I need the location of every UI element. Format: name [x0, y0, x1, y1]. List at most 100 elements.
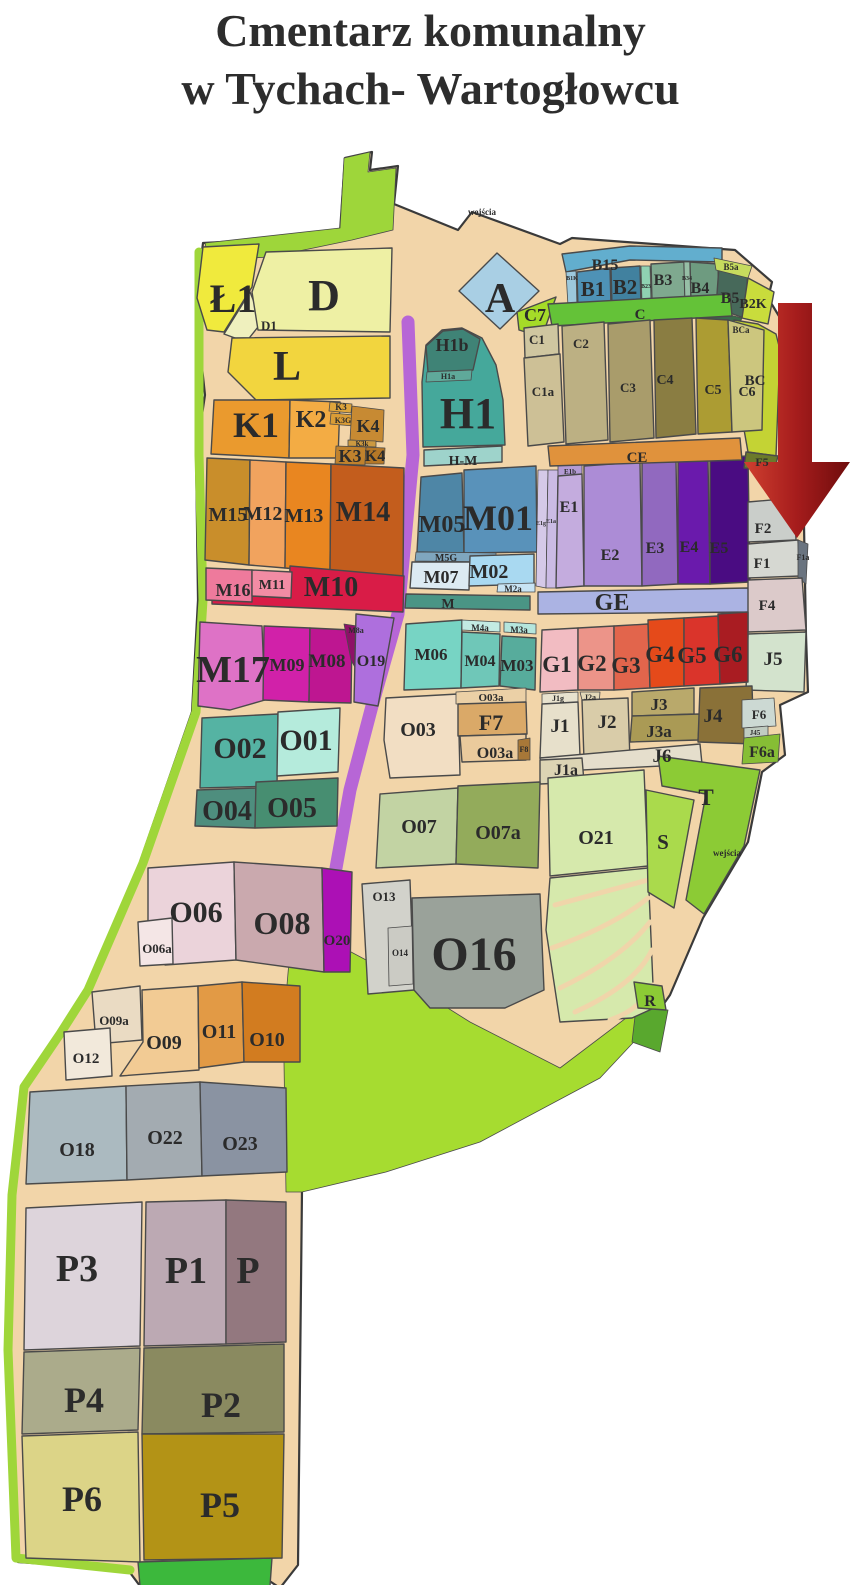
label-o02: O02 — [213, 732, 266, 765]
region-m04[interactable] — [460, 631, 501, 689]
label-o06: O06 — [169, 896, 222, 929]
label-m13: M13 — [285, 505, 324, 527]
region-s[interactable] — [645, 789, 695, 909]
region-l[interactable] — [227, 335, 391, 401]
region-k3-small[interactable] — [328, 401, 353, 414]
label-s: S — [657, 830, 669, 854]
label-o19: O19 — [357, 653, 385, 670]
region-k4-lower[interactable] — [364, 446, 386, 465]
region-o06a[interactable] — [137, 917, 174, 967]
region-l1[interactable] — [196, 243, 260, 333]
region-o05[interactable] — [254, 777, 339, 829]
label-m01: M01 — [463, 498, 533, 538]
region-o19[interactable] — [353, 613, 395, 707]
region-e3[interactable] — [641, 459, 679, 587]
label-h-m: H-M — [449, 454, 478, 469]
label-o03a-top: O03a — [478, 692, 504, 704]
label-m05: M05 — [419, 512, 466, 538]
region-r[interactable] — [633, 981, 667, 1011]
region-m08[interactable] — [308, 627, 353, 704]
region-o10[interactable] — [241, 981, 301, 1063]
region-m3a[interactable] — [503, 621, 537, 635]
region-c1a[interactable] — [523, 353, 565, 447]
region-o01[interactable] — [276, 707, 341, 777]
label-h1a: H1a — [441, 372, 455, 381]
label-m3a: M3a — [510, 625, 528, 635]
label-f6: F6 — [752, 707, 767, 722]
region-m17[interactable] — [197, 621, 266, 711]
label-b4: B4 — [691, 280, 710, 297]
region-p4[interactable] — [21, 1347, 141, 1435]
region-g6[interactable] — [717, 611, 749, 685]
region-c4[interactable] — [653, 317, 697, 439]
label-j3: J3 — [651, 695, 668, 714]
region-p3[interactable] — [23, 1201, 143, 1351]
region-c6[interactable] — [727, 319, 765, 433]
region-h1a[interactable] — [425, 369, 473, 383]
region-m2a[interactable] — [496, 582, 536, 593]
region-f6[interactable] — [741, 697, 777, 729]
region-f4[interactable] — [747, 577, 807, 633]
label-g1: G1 — [542, 652, 571, 677]
region-p6[interactable] — [21, 1431, 141, 1563]
label-f6a: F6a — [749, 744, 775, 761]
region-m-strip[interactable] — [404, 593, 531, 611]
region-e1[interactable] — [555, 473, 585, 589]
region-b2k[interactable] — [741, 277, 775, 325]
region-m07[interactable] — [409, 561, 471, 591]
region-m16[interactable] — [205, 567, 253, 603]
region-e2[interactable] — [583, 461, 643, 587]
region-d[interactable] — [251, 247, 393, 333]
region-ce[interactable] — [547, 437, 743, 467]
region-f6a[interactable] — [741, 733, 781, 765]
region-o23[interactable] — [199, 1081, 288, 1177]
label-d: D — [308, 271, 340, 320]
label-c3: C3 — [620, 380, 636, 395]
label-f1: F1 — [754, 556, 771, 572]
region-e5[interactable] — [709, 455, 751, 585]
label-k3k: K3k — [356, 440, 369, 448]
region-ge[interactable] — [537, 587, 751, 615]
region-e4[interactable] — [677, 457, 711, 585]
region-o18[interactable] — [25, 1085, 128, 1185]
label-h1b: H1b — [435, 335, 468, 355]
region-k4-upper[interactable] — [349, 405, 385, 443]
region-m4a[interactable] — [461, 619, 501, 633]
fan-path-4 — [572, 947, 655, 1015]
title-line-2: w Tychach- Wartogłowcu — [181, 62, 680, 114]
region-o09[interactable] — [119, 985, 200, 1077]
region-f8[interactable] — [517, 737, 531, 761]
region-h-m[interactable] — [423, 445, 503, 467]
region-o07a[interactable] — [455, 781, 541, 869]
region-c3[interactable] — [607, 319, 655, 443]
region-a[interactable] — [458, 252, 540, 330]
region-c5[interactable] — [695, 317, 733, 435]
label-k3g: K3G — [335, 416, 351, 425]
label-m15: M15 — [209, 504, 248, 526]
region-k3-lower[interactable] — [334, 445, 367, 466]
label-b2k: B2K — [739, 297, 766, 312]
region-k3k[interactable] — [347, 439, 377, 448]
label-k2: K2 — [296, 407, 327, 433]
label-o12: O12 — [73, 1051, 100, 1067]
region-o14[interactable] — [387, 925, 414, 987]
region-o21[interactable] — [547, 769, 649, 877]
region-f7[interactable] — [457, 701, 528, 737]
label-p5: P5 — [200, 1485, 240, 1525]
region-f1a[interactable] — [797, 539, 809, 585]
region-o16[interactable] — [411, 893, 545, 1009]
region-p5[interactable] — [141, 1433, 285, 1561]
region-o03[interactable] — [383, 693, 461, 779]
region-p2[interactable] — [141, 1343, 285, 1435]
region-m03[interactable] — [499, 635, 537, 691]
region-o20[interactable] — [321, 867, 353, 973]
label-m4a: M4a — [471, 623, 489, 633]
region-c2[interactable] — [561, 321, 609, 445]
region-p[interactable] — [225, 1199, 287, 1345]
region-m11[interactable] — [251, 569, 293, 599]
label-ce: CE — [627, 450, 648, 466]
region-t[interactable] — [657, 755, 761, 915]
label-o20: O20 — [324, 933, 351, 949]
region-o12[interactable] — [63, 1027, 113, 1081]
